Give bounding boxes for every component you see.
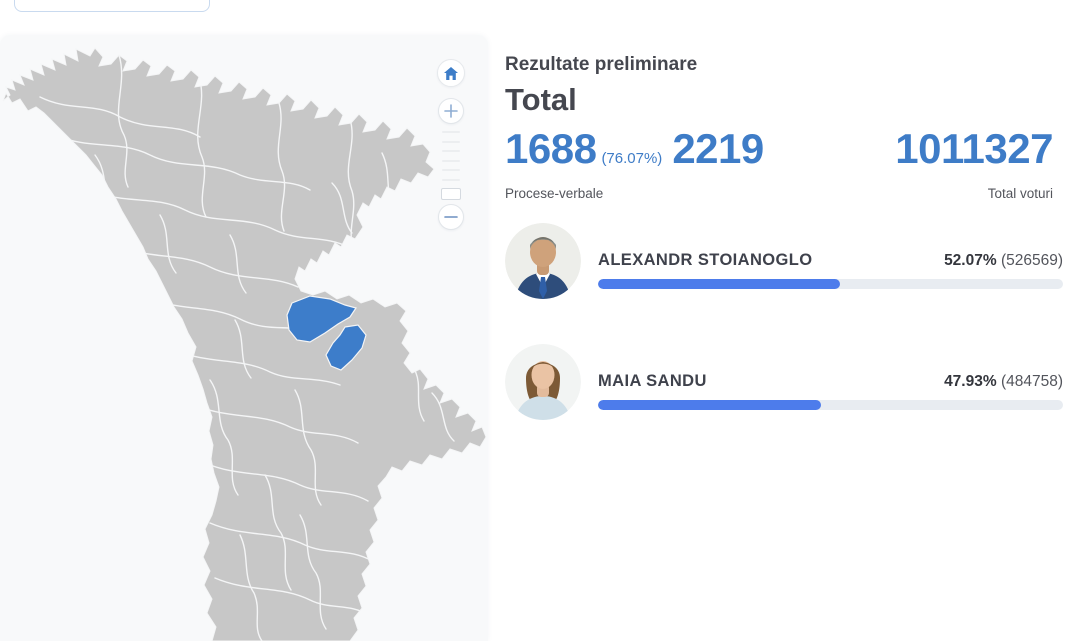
- candidate-percent: 52.07%: [944, 252, 997, 269]
- zoom-tick: [442, 179, 460, 181]
- home-icon: [444, 66, 458, 80]
- map-card: [0, 35, 488, 641]
- protocols-counted: 1688: [505, 125, 597, 172]
- page-title: Total: [505, 82, 577, 117]
- candidate-percent: 47.93%: [944, 373, 997, 390]
- moldova-map[interactable]: [0, 35, 488, 641]
- protocols-label: Procese-verbale: [505, 186, 604, 201]
- district-borders: [39, 54, 455, 641]
- map-zoom-out-button[interactable]: [438, 204, 464, 230]
- candidate-photo-sandu: [505, 344, 581, 420]
- map-region-highlight-2[interactable]: [325, 324, 367, 371]
- candidates-list: ALEXANDR STOIANOGLO 52.07% (526569): [505, 223, 1063, 420]
- candidate-row[interactable]: MAIA SANDU 47.93% (484758): [505, 344, 1063, 420]
- result-bar-track: [598, 400, 1063, 410]
- total-votes-label: Total voturi: [987, 186, 1053, 201]
- map-zoom-in-button[interactable]: [438, 98, 464, 124]
- candidate-score: 47.93% (484758): [944, 373, 1063, 391]
- minus-icon: [444, 216, 458, 218]
- result-bar-track: [598, 279, 1063, 289]
- candidate-main: MAIA SANDU 47.93% (484758): [598, 344, 1063, 420]
- total-votes: 1011327: [895, 125, 1053, 172]
- stats-row: 1688 (76.07%) 2219 1011327: [505, 125, 1053, 183]
- plus-icon: [444, 104, 458, 118]
- results-panel: Rezultate preliminare Total 1688 (76.07%…: [505, 47, 1063, 465]
- map-home-button[interactable]: [437, 59, 465, 87]
- result-bar-fill: [598, 279, 841, 289]
- candidate-row[interactable]: ALEXANDR STOIANOGLO 52.07% (526569): [505, 223, 1063, 299]
- zoom-tick: [442, 150, 460, 152]
- candidate-score: 52.07% (526569): [944, 252, 1063, 270]
- results-subtitle: Rezultate preliminare: [505, 54, 698, 75]
- result-bar-fill: [598, 400, 821, 410]
- candidate-name: ALEXANDR STOIANOGLO: [598, 251, 813, 269]
- zoom-tick: [442, 160, 460, 162]
- candidate-votes: (526569): [1000, 252, 1063, 269]
- zoom-tick: [442, 131, 460, 133]
- map-zoom-slider-handle[interactable]: [441, 188, 461, 200]
- protocols-percent: (76.07%): [601, 150, 663, 167]
- candidate-photo-stoianoglo: [505, 223, 581, 299]
- candidate-main: ALEXANDR STOIANOGLO 52.07% (526569): [598, 223, 1063, 299]
- region-select[interactable]: [14, 0, 210, 12]
- map-landmass[interactable]: [2, 47, 487, 641]
- protocols-total: 2219: [672, 125, 764, 172]
- stats-labels: Procese-verbale Total voturi: [505, 186, 1053, 202]
- candidate-name: MAIA SANDU: [598, 372, 707, 390]
- candidate-votes: (484758): [1000, 373, 1063, 390]
- zoom-tick: [442, 141, 460, 143]
- map-region-highlight-1[interactable]: [286, 295, 357, 343]
- zoom-tick: [442, 169, 460, 171]
